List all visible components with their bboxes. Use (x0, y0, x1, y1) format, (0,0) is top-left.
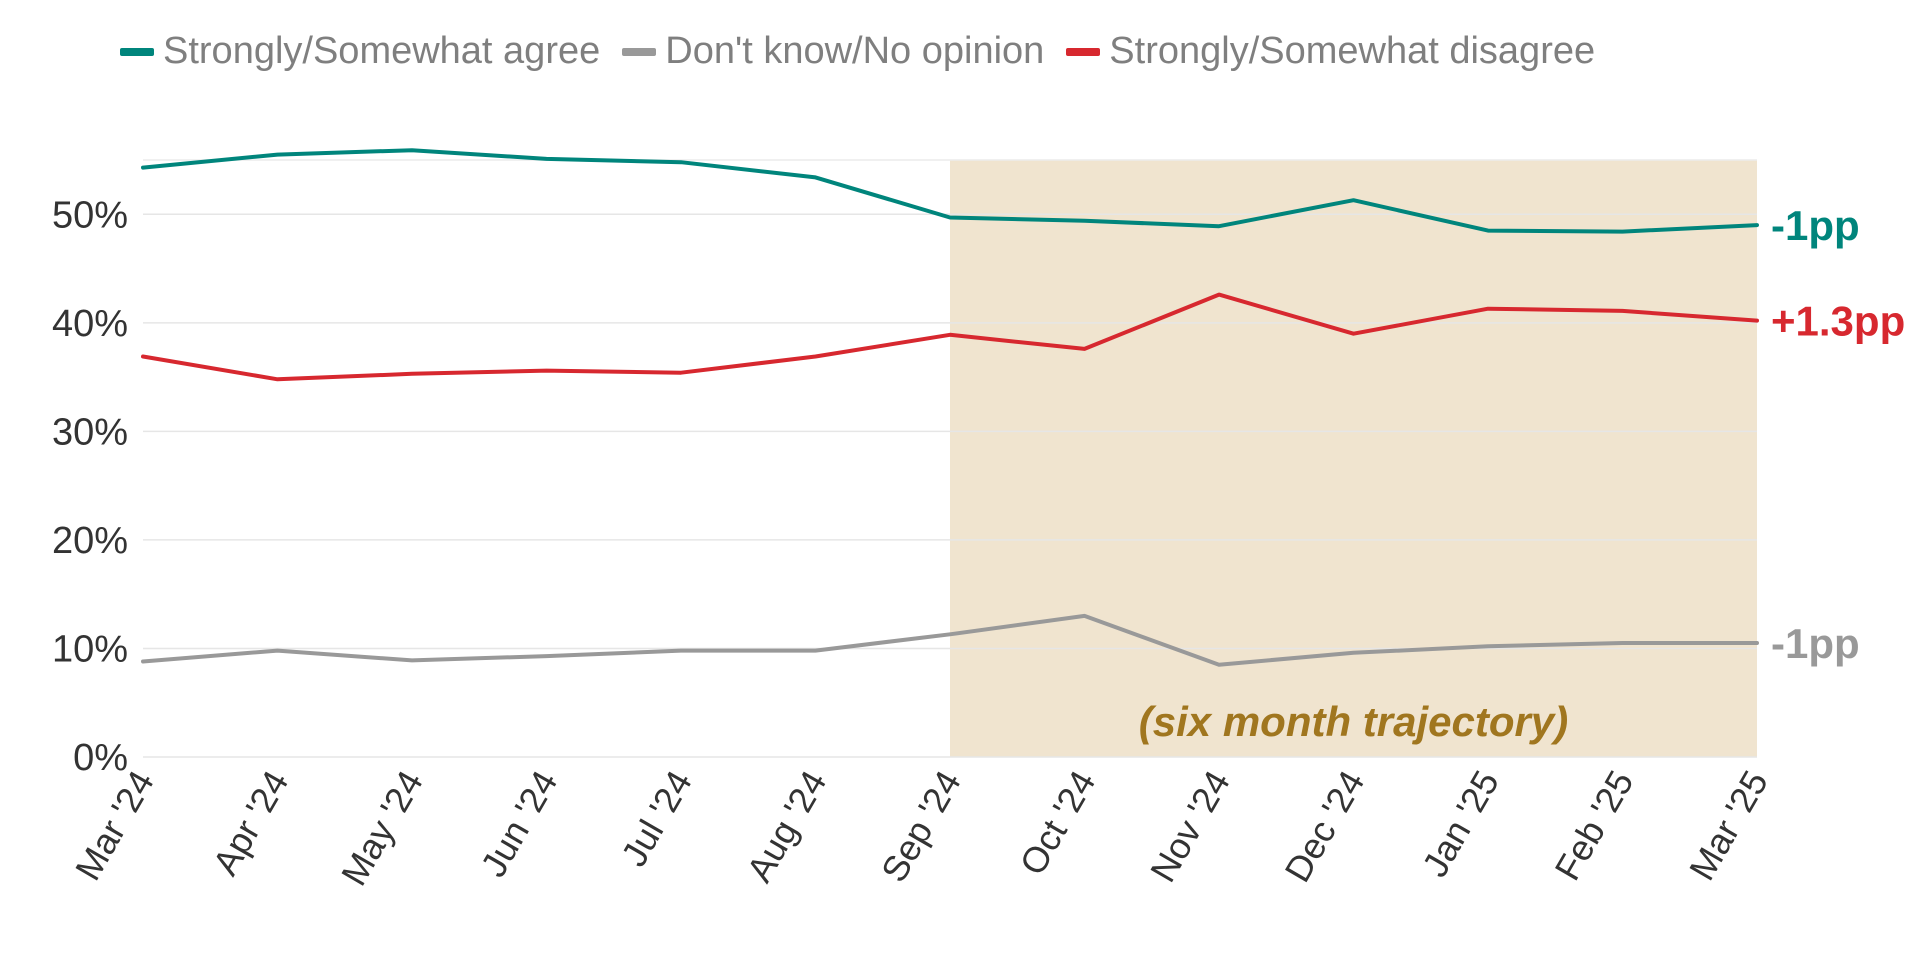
six-month-shaded-region (950, 160, 1757, 757)
legend-label-disagree: Strongly/Somewhat disagree (1109, 30, 1596, 72)
x-tick-label: Oct '24 (1011, 764, 1103, 882)
y-tick-label: 40% (52, 303, 128, 345)
legend: Strongly/Somewhat agree Don't know/No op… (120, 30, 1617, 73)
end-label-dont-know: -1pp (1771, 620, 1860, 667)
x-tick-label: Feb '25 (1546, 764, 1641, 888)
y-tick-label: 30% (52, 411, 128, 453)
gridlines (143, 159, 1757, 758)
end-labels: -1pp -1pp +1.3pp (1771, 202, 1905, 667)
legend-label-dont-know: Don't know/No opinion (665, 30, 1045, 72)
x-tick-label: Aug '24 (738, 764, 834, 889)
series-line-agree (141, 148, 1759, 234)
x-tick-label: Jul '24 (613, 764, 700, 874)
end-label-agree: -1pp (1771, 202, 1860, 249)
series-line-disagree (141, 292, 1759, 382)
legend-swatch-dont-know (622, 47, 657, 56)
y-axis: 0% 10% 20% 30% 40% 50% (52, 194, 128, 779)
x-tick-label: Mar '25 (1681, 764, 1776, 887)
legend-item-agree: Strongly/Somewhat agree (120, 30, 600, 73)
x-tick-label: Apr '24 (204, 764, 296, 882)
x-tick-label: May '24 (333, 764, 431, 893)
y-tick-label: 0% (73, 737, 128, 779)
x-tick-label: Mar '24 (67, 764, 162, 887)
y-tick-label: 10% (52, 628, 128, 670)
x-tick-label: Jan '25 (1414, 764, 1507, 884)
x-tick-label: Sep '24 (873, 764, 969, 889)
legend-item-dont-know: Don't know/No opinion (622, 30, 1044, 73)
x-tick-label: Nov '24 (1142, 764, 1238, 889)
six-month-trajectory-label: (six month trajectory) (1139, 698, 1568, 745)
legend-swatch-disagree (1066, 47, 1101, 56)
x-axis: Mar '24 Apr '24 May '24 Jun '24 Jul '24 Aug '… (67, 764, 1776, 893)
end-label-disagree: +1.3pp (1771, 298, 1905, 345)
legend-item-disagree: Strongly/Somewhat disagree (1066, 30, 1595, 73)
series-lines (141, 148, 1759, 667)
series-line-dont-know (141, 613, 1759, 667)
y-tick-label: 20% (52, 520, 128, 562)
x-tick-label: Dec '24 (1276, 764, 1372, 889)
y-tick-label: 50% (52, 194, 128, 236)
x-tick-label: Jun '24 (472, 764, 565, 884)
legend-swatch-agree (120, 47, 154, 56)
legend-label-agree: Strongly/Somewhat agree (163, 30, 601, 72)
